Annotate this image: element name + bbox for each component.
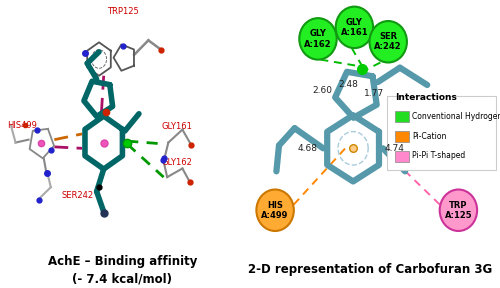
- Text: Conventional Hydrogen Bond: Conventional Hydrogen Bond: [412, 112, 500, 121]
- Text: 2.60: 2.60: [312, 86, 332, 95]
- Text: GLY161: GLY161: [162, 122, 192, 131]
- FancyBboxPatch shape: [394, 111, 409, 122]
- Text: SER242: SER242: [62, 191, 94, 200]
- Circle shape: [440, 190, 477, 231]
- Text: 4.68: 4.68: [298, 144, 318, 153]
- Text: Pi-Cation: Pi-Cation: [412, 132, 447, 141]
- Text: (- 7.4 kcal/mol): (- 7.4 kcal/mol): [72, 272, 172, 285]
- Text: HIS
A:499: HIS A:499: [262, 200, 289, 220]
- Text: GLY
A:161: GLY A:161: [340, 18, 368, 37]
- Text: Pi-Pi T-shaped: Pi-Pi T-shaped: [412, 151, 466, 160]
- Text: AchE – Binding affinity: AchE – Binding affinity: [48, 255, 197, 268]
- Text: GLY
A:162: GLY A:162: [304, 29, 332, 49]
- Text: TRP125: TRP125: [106, 7, 138, 16]
- Text: TRP
A:125: TRP A:125: [444, 200, 472, 220]
- Circle shape: [336, 7, 373, 48]
- Text: 2-D representation of Carbofuran 3G: 2-D representation of Carbofuran 3G: [248, 264, 492, 276]
- FancyBboxPatch shape: [394, 131, 409, 142]
- Text: 1.77: 1.77: [364, 89, 384, 98]
- Text: Interactions: Interactions: [394, 93, 456, 102]
- Text: GLY162: GLY162: [162, 158, 192, 167]
- Circle shape: [370, 21, 407, 62]
- Text: 4.74: 4.74: [385, 144, 404, 153]
- Text: 2.48: 2.48: [338, 80, 358, 90]
- Text: HIS499: HIS499: [8, 121, 37, 130]
- Text: SER
A:242: SER A:242: [374, 32, 402, 52]
- FancyBboxPatch shape: [387, 96, 496, 170]
- Circle shape: [300, 18, 337, 60]
- FancyBboxPatch shape: [394, 151, 409, 162]
- Circle shape: [256, 190, 294, 231]
